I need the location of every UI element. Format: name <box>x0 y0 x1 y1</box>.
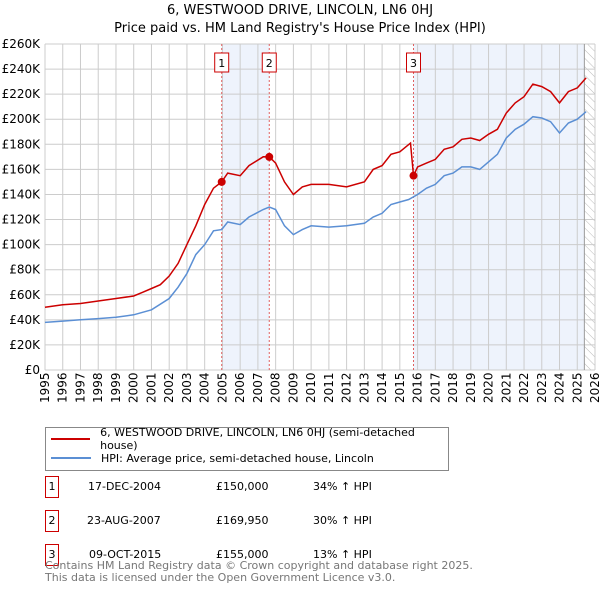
x-tick-label: 2005 <box>215 372 229 403</box>
y-tick-label: £220K <box>2 87 42 101</box>
sale-marker-label: 2 <box>266 57 273 70</box>
legend-swatch-hpi <box>51 457 91 459</box>
x-tick-label: 1999 <box>109 372 123 403</box>
sale-point <box>217 177 226 186</box>
sale-date: 17-DEC-2004 <box>88 480 162 493</box>
property-price-line <box>44 77 587 309</box>
legend-item-property: 6, WESTWOOD DRIVE, LINCOLN, LN6 0HJ (sem… <box>46 426 448 452</box>
y-tick-label: £60K <box>9 288 41 302</box>
x-tick-label: 2006 <box>233 372 247 403</box>
x-tick-label: 2021 <box>499 372 513 403</box>
x-tick-label: 1996 <box>56 372 70 403</box>
x-tick-label: 2010 <box>304 372 318 403</box>
x-tick-label: 2026 <box>588 372 600 403</box>
x-tick-label: 2025 <box>570 372 584 403</box>
legend: 6, WESTWOOD DRIVE, LINCOLN, LN6 0HJ (sem… <box>45 426 449 471</box>
x-tick-label: 2012 <box>340 372 354 403</box>
chart-title: 6, WESTWOOD DRIVE, LINCOLN, LN6 0HJ <box>166 3 434 18</box>
y-tick-label: £140K <box>2 187 42 201</box>
footer-copyright: Contains HM Land Registry data © Crown c… <box>45 559 473 572</box>
x-tick-label: 2024 <box>553 372 567 403</box>
sale-price: £169,950 <box>216 514 269 527</box>
sale-point <box>409 171 418 180</box>
sale-marker-label: 1 <box>218 57 225 70</box>
y-tick-label: £80K <box>9 263 41 277</box>
y-tick-label: £100K <box>2 238 42 252</box>
sale-point <box>265 152 274 161</box>
y-tick-label: £40K <box>9 313 41 327</box>
y-tick-label: £200K <box>2 112 42 126</box>
x-tick-label: 2002 <box>162 372 176 403</box>
sale-price: £155,000 <box>216 548 269 561</box>
sale-badge: 1 <box>45 476 59 498</box>
x-tick-label: 1997 <box>73 372 87 403</box>
y-tick-label: £120K <box>2 213 42 227</box>
x-tick-label: 2013 <box>357 372 371 403</box>
x-tick-label: 2011 <box>322 372 336 403</box>
sale-marker-label: 3 <box>410 57 417 70</box>
legend-swatch-property <box>51 438 91 440</box>
x-tick-label: 2009 <box>286 372 300 403</box>
x-tick-label: 2004 <box>198 372 212 403</box>
legend-label-property: 6, WESTWOOD DRIVE, LINCOLN, LN6 0HJ (sem… <box>100 426 415 452</box>
x-tick-label: 2022 <box>517 372 531 403</box>
legend-label-hpi: HPI: Average price, semi-detached house,… <box>101 451 374 465</box>
x-tick-label: 2014 <box>375 372 389 403</box>
price-chart: £0 £20K £40K £60K £80K £100K £120K £140K £160K £1… <box>2 37 600 403</box>
x-tick-label: 2001 <box>144 372 158 403</box>
footer-licence: This data is licensed under the Open Gov… <box>45 571 396 584</box>
sale-marker-box <box>261 52 277 73</box>
chart-subtitle: Price paid vs. HM Land Registry's House … <box>114 21 486 36</box>
sale-price: £150,000 <box>216 480 269 493</box>
y-tick-label: £240K <box>2 62 42 76</box>
forecast-hatch <box>584 44 595 370</box>
sale-date: 23-AUG-2007 <box>87 514 161 527</box>
sale-marker-box <box>406 52 421 73</box>
sale-badge: 3 <box>45 544 59 566</box>
sale-hpi: 30% ↑ HPI <box>313 514 372 527</box>
y-tick-label: £0 <box>25 363 40 377</box>
x-tick-label: 2018 <box>446 372 460 403</box>
y-tick-label: £260K <box>2 37 42 51</box>
y-tick-label: £20K <box>9 338 41 352</box>
x-tick-label: 2019 <box>464 372 478 403</box>
x-tick-label: 2020 <box>482 372 496 403</box>
sale-hpi: 34% ↑ HPI <box>313 480 372 493</box>
ownership-shade <box>221 44 270 370</box>
x-tick-label: 2007 <box>251 372 265 403</box>
x-tick-label: 2003 <box>180 372 194 403</box>
x-tick-label: 2017 <box>428 372 442 403</box>
x-tick-label: 2008 <box>269 372 283 403</box>
sale-badge: 2 <box>45 510 59 532</box>
legend-item-hpi: HPI: Average price, semi-detached house,… <box>46 449 374 467</box>
hpi-line <box>44 111 587 324</box>
y-tick-label: £180K <box>2 137 42 151</box>
sale-hpi: 13% ↑ HPI <box>313 548 372 561</box>
x-tick-label: 2016 <box>411 372 425 403</box>
x-tick-label: 2015 <box>393 372 407 403</box>
y-tick-label: £160K <box>2 162 42 176</box>
x-tick-label: 1998 <box>91 372 105 403</box>
ownership-shade <box>413 44 585 370</box>
x-tick-label: 2023 <box>535 372 549 403</box>
x-tick-label: 1995 <box>38 372 52 403</box>
sale-date: 09-OCT-2015 <box>89 548 162 561</box>
sale-marker-box <box>214 52 230 73</box>
x-tick-label: 2000 <box>127 372 141 403</box>
